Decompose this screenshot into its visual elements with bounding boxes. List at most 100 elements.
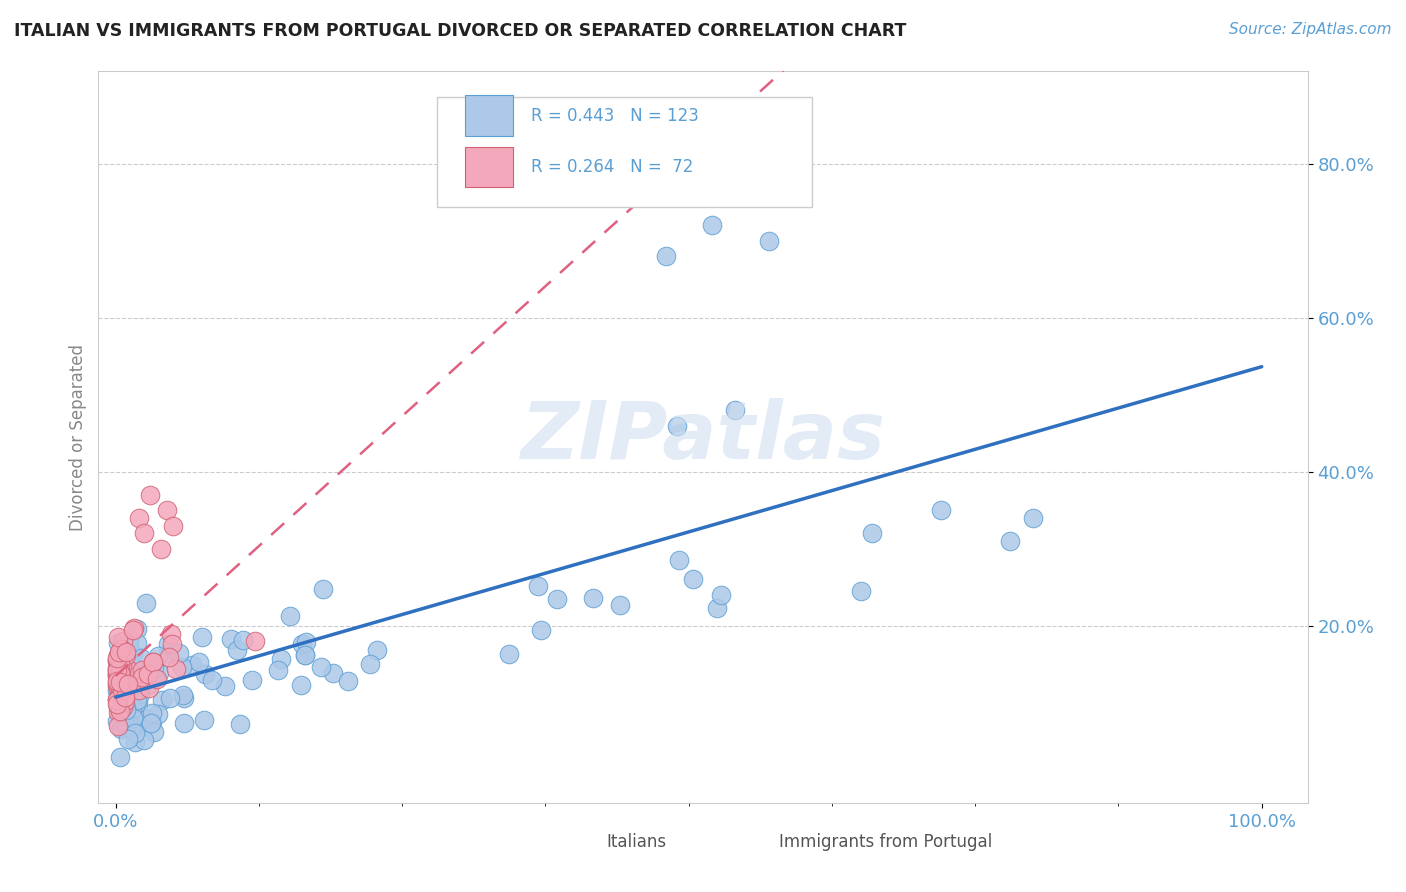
Point (111, 655, 134, 669)
Point (108, 658, 131, 673)
Point (105, 661, 128, 675)
Point (146, 706, 169, 721)
Point (666, 418, 689, 433)
Point (860, 526, 883, 541)
Point (114, 701, 136, 715)
Point (194, 666, 217, 681)
Point (359, 657, 381, 671)
Point (143, 661, 166, 675)
Point (117, 677, 139, 691)
Point (134, 526, 156, 541)
Point (173, 691, 195, 706)
Point (105, 697, 128, 711)
FancyBboxPatch shape (745, 830, 772, 853)
Point (146, 649, 169, 664)
Point (167, 646, 190, 660)
Point (322, 666, 344, 681)
Point (105, 654, 128, 668)
Point (122, 688, 145, 702)
Point (131, 651, 153, 665)
Point (129, 687, 152, 701)
Point (294, 648, 316, 662)
Point (111, 699, 134, 714)
Point (124, 669, 146, 683)
Point (105, 663, 128, 677)
Point (135, 596, 157, 610)
Point (173, 688, 195, 702)
Point (849, 584, 872, 599)
Text: R = 0.443   N = 123: R = 0.443 N = 123 (531, 107, 699, 125)
Point (107, 667, 129, 681)
Point (120, 694, 142, 708)
Point (105, 650, 128, 665)
Point (120, 722, 142, 736)
Point (121, 701, 143, 715)
Point (122, 678, 145, 692)
Point (115, 678, 138, 692)
Point (105, 692, 128, 706)
Point (138, 681, 160, 696)
Point (122, 673, 145, 688)
Point (108, 645, 131, 659)
Point (142, 655, 165, 669)
Point (121, 666, 143, 681)
Point (127, 695, 149, 709)
Point (295, 635, 318, 649)
Point (122, 720, 145, 734)
Point (143, 725, 166, 739)
Point (107, 698, 129, 712)
Point (291, 637, 314, 651)
Point (214, 679, 236, 693)
Text: ITALIAN VS IMMIGRANTS FROM PORTUGAL DIVORCED OR SEPARATED CORRELATION CHART: ITALIAN VS IMMIGRANTS FROM PORTUGAL DIVO… (14, 22, 907, 40)
Point (128, 683, 150, 698)
Point (201, 673, 224, 687)
Point (108, 749, 131, 764)
Point (150, 693, 173, 707)
Point (107, 706, 129, 720)
Point (105, 663, 128, 677)
Point (141, 714, 163, 729)
Point (582, 591, 605, 605)
Point (105, 674, 128, 689)
Point (107, 700, 129, 714)
Point (146, 672, 169, 686)
Point (232, 633, 254, 648)
Point (105, 679, 128, 693)
Point (655, 249, 678, 263)
Point (107, 675, 129, 690)
Point (114, 681, 136, 696)
Point (122, 689, 145, 703)
Point (120, 657, 142, 671)
Point (115, 703, 138, 717)
Point (226, 642, 249, 657)
Point (1021, 511, 1043, 525)
Point (139, 662, 162, 676)
Point (312, 582, 335, 597)
Point (668, 552, 690, 566)
Point (929, 503, 952, 517)
Point (112, 643, 135, 657)
Y-axis label: Divorced or Separated: Divorced or Separated (69, 343, 87, 531)
Point (122, 647, 145, 661)
Point (105, 692, 128, 706)
Point (187, 655, 209, 669)
Point (609, 598, 631, 612)
Point (148, 666, 170, 681)
Point (111, 660, 134, 674)
Point (124, 719, 146, 733)
Point (108, 663, 131, 677)
Point (172, 660, 194, 674)
Point (156, 646, 179, 660)
Point (117, 731, 139, 746)
Text: Italians: Italians (606, 833, 666, 851)
Point (110, 670, 132, 684)
Point (118, 673, 141, 687)
Point (758, 234, 780, 248)
Point (131, 670, 153, 684)
Point (118, 635, 141, 649)
Point (114, 694, 136, 708)
Point (105, 714, 128, 729)
Point (108, 671, 131, 685)
Point (108, 675, 131, 690)
Point (107, 719, 129, 733)
